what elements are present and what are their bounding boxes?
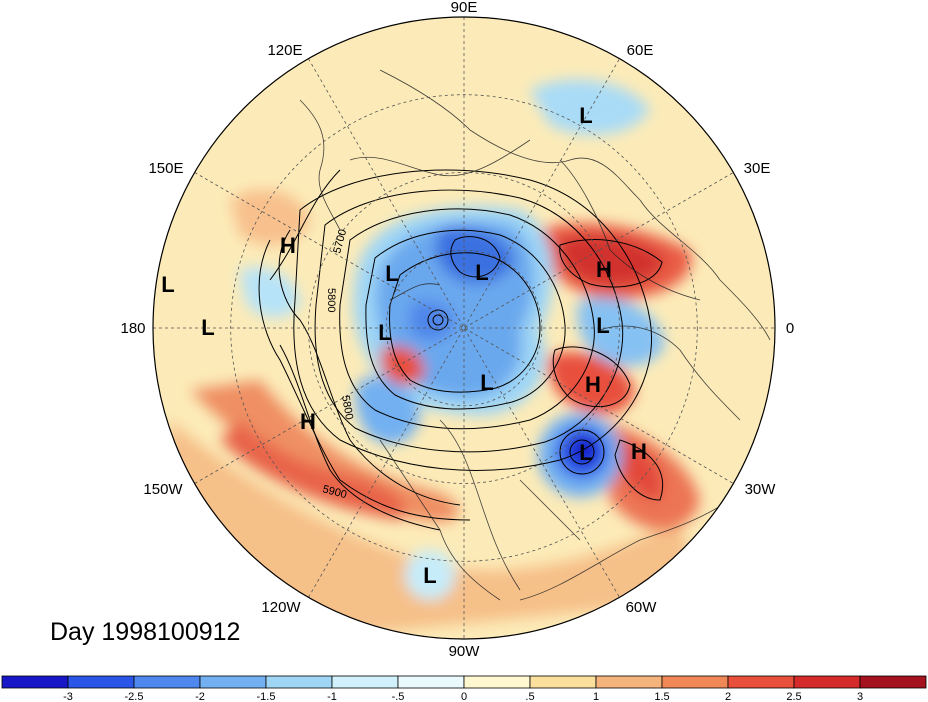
high-center: H xyxy=(300,409,316,434)
colorbar-box xyxy=(331,675,399,689)
colorbar-box xyxy=(265,675,333,689)
lon-label-60e: 60E xyxy=(627,42,654,59)
low-center: L xyxy=(161,272,174,297)
colorbar-tick-label: 1 xyxy=(593,691,599,702)
colorbar-tick-label: -1 xyxy=(327,691,337,702)
lon-label-0: 0 xyxy=(786,320,794,337)
colorbar-tick-label: -3 xyxy=(63,691,73,702)
low-center: L xyxy=(201,315,214,340)
colorbar-box xyxy=(463,675,531,689)
lon-label-180: 180 xyxy=(120,320,145,337)
colorbar-tick-label: -1.5 xyxy=(257,691,276,702)
high-center: H xyxy=(631,439,647,464)
coastlines xyxy=(299,69,771,601)
contour-label: 5800 xyxy=(339,394,355,420)
lon-label-150e: 150E xyxy=(148,160,183,177)
high-center: H xyxy=(596,257,612,282)
colorbar-tick-label: -.5 xyxy=(392,691,405,702)
colorbar-box xyxy=(595,675,663,689)
colorbar-box xyxy=(397,675,465,689)
colorbar-box xyxy=(661,675,729,689)
colorbar: -3 -2.5 -2 -1.5 -1 -.5 0 .5 1 1.5 2 2.5 3 xyxy=(1,675,927,702)
colorbar-boxes xyxy=(1,675,927,689)
lon-label-90e: 90E xyxy=(451,0,478,16)
colorbar-tick-label: -2 xyxy=(195,691,205,702)
lon-label-120w: 120W xyxy=(261,599,301,616)
low-center: L xyxy=(378,320,391,345)
longitude-labels: 90E 60E 30E 0 30W 60W 90W 120W 150W 180 … xyxy=(120,0,794,660)
colorbar-ticks: -3 -2.5 -2 -1.5 -1 -.5 0 .5 1 1.5 2 2.5 3 xyxy=(63,691,863,702)
low-center: L xyxy=(579,440,592,465)
colorbar-box xyxy=(859,675,927,689)
lon-label-150w: 150W xyxy=(143,481,183,498)
colorbar-box xyxy=(133,675,201,689)
lon-label-30w: 30W xyxy=(745,481,777,498)
colorbar-tick-label: .5 xyxy=(525,691,534,702)
low-center: L xyxy=(475,260,488,285)
high-center: H xyxy=(585,372,601,397)
low-center: L xyxy=(423,563,436,588)
colorbar-tick-label: -2.5 xyxy=(125,691,144,702)
colorbar-box xyxy=(1,675,69,689)
high-center: H xyxy=(280,233,296,258)
low-center: L xyxy=(385,261,398,286)
low-center: L xyxy=(480,370,493,395)
colorbar-box xyxy=(727,675,795,689)
contour-label: 5800 xyxy=(325,288,337,312)
colorbar-tick-label: 2.5 xyxy=(786,691,801,702)
colorbar-box xyxy=(67,675,135,689)
lon-label-60w: 60W xyxy=(626,599,658,616)
pressure-centers: L L L L L L L L L L H H H H H xyxy=(161,103,647,588)
low-center: L xyxy=(596,313,609,338)
graticule xyxy=(153,17,775,639)
lon-label-120e: 120E xyxy=(267,42,302,59)
colorbar-box xyxy=(529,675,597,689)
lon-label-90w: 90W xyxy=(449,643,481,660)
map-border xyxy=(152,16,776,640)
height-contours xyxy=(258,169,664,531)
title: Day 1998100912 xyxy=(50,618,241,646)
low-center: L xyxy=(579,103,592,128)
lon-label-30e: 30E xyxy=(744,160,771,177)
colorbar-tick-label: 2 xyxy=(725,691,731,702)
colorbar-box xyxy=(199,675,267,689)
colorbar-tick-label: 1.5 xyxy=(654,691,669,702)
colorbar-tick-label: 3 xyxy=(857,691,863,702)
colorbar-tick-label: 0 xyxy=(461,691,467,702)
colorbar-box xyxy=(793,675,861,689)
